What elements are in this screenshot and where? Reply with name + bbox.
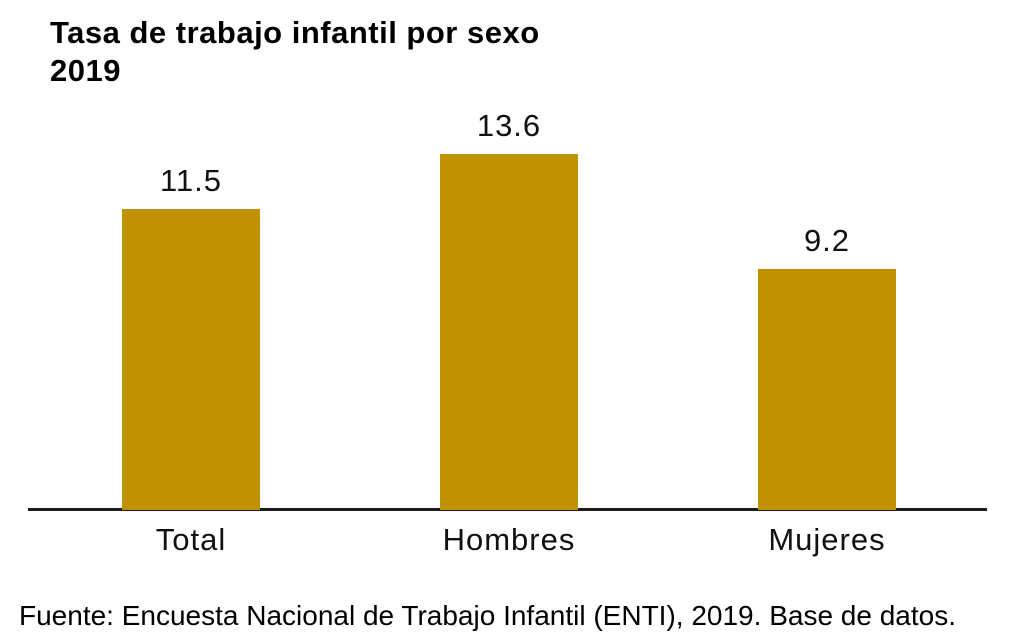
chart-title: Tasa de trabajo infantil por sexo 2019 <box>50 14 540 90</box>
value-label-mujeres: 9.2 <box>803 223 851 258</box>
source-note: Fuente: Encuesta Nacional de Trabajo Inf… <box>19 600 956 631</box>
category-label-mujeres: Mujeres <box>768 522 886 557</box>
value-label-total: 11.5 <box>159 163 223 198</box>
bar-hombres <box>440 154 578 510</box>
value-label-hombres: 13.6 <box>476 108 542 143</box>
bar-mujeres <box>758 269 896 510</box>
category-label-total: Total <box>155 522 227 557</box>
category-label-hombres: Hombres <box>442 522 576 557</box>
chart-title-line1: Tasa de trabajo infantil por sexo <box>50 15 540 50</box>
chart-title-line2: 2019 <box>50 53 121 88</box>
bar-total <box>122 209 260 510</box>
